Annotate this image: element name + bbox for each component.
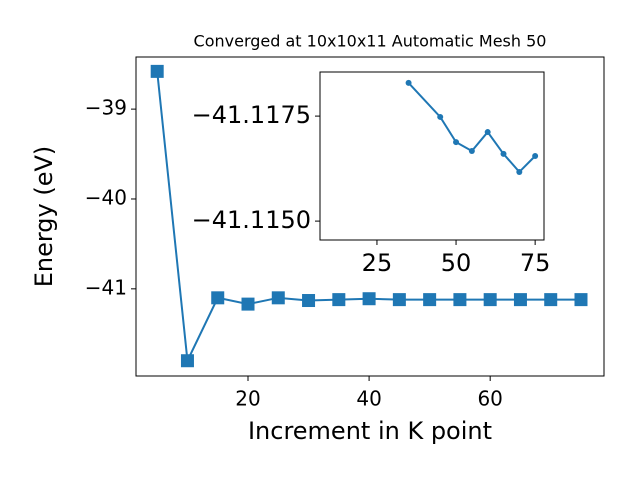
marker (532, 153, 539, 159)
marker (241, 297, 255, 311)
plot-area (319, 71, 545, 241)
marker (453, 139, 460, 146)
y-tick-label: −41 (85, 275, 127, 299)
marker (392, 293, 406, 307)
x-axis-label: Increment in K point (248, 417, 492, 445)
marker (500, 150, 507, 157)
marker (271, 291, 285, 305)
chart-title: Converged at 10x10x11 Automatic Mesh 50 (194, 32, 547, 51)
marker (574, 293, 588, 307)
marker (544, 293, 558, 307)
x-tick-label: 40 (356, 387, 381, 411)
marker (483, 293, 497, 307)
x-tick-label: 75 (520, 249, 551, 277)
x-tick-label: 25 (362, 249, 393, 277)
x-tick-label: 20 (235, 387, 260, 411)
x-tick-label: 50 (441, 249, 472, 277)
marker (437, 113, 444, 120)
plot-content (150, 64, 588, 368)
plot-content (405, 79, 539, 175)
marker (423, 293, 437, 307)
marker (484, 129, 491, 136)
marker (362, 292, 376, 306)
marker (332, 293, 346, 307)
marker (468, 147, 475, 154)
marker (302, 294, 316, 308)
marker (180, 354, 194, 368)
y-tick-label: −40 (85, 185, 127, 209)
marker (150, 64, 164, 78)
marker (405, 79, 412, 86)
x-tick-label: 60 (477, 387, 502, 411)
y-axis-label: Energy (eV) (30, 146, 58, 288)
marker (516, 168, 523, 175)
marker (211, 291, 225, 305)
y-tick-label: −41.1175 (192, 101, 311, 129)
y-tick-label: −41.1150 (192, 206, 311, 234)
series-line (407, 82, 536, 174)
marker (513, 293, 527, 307)
y-tick-label: −39 (85, 96, 127, 120)
marker (453, 293, 467, 307)
